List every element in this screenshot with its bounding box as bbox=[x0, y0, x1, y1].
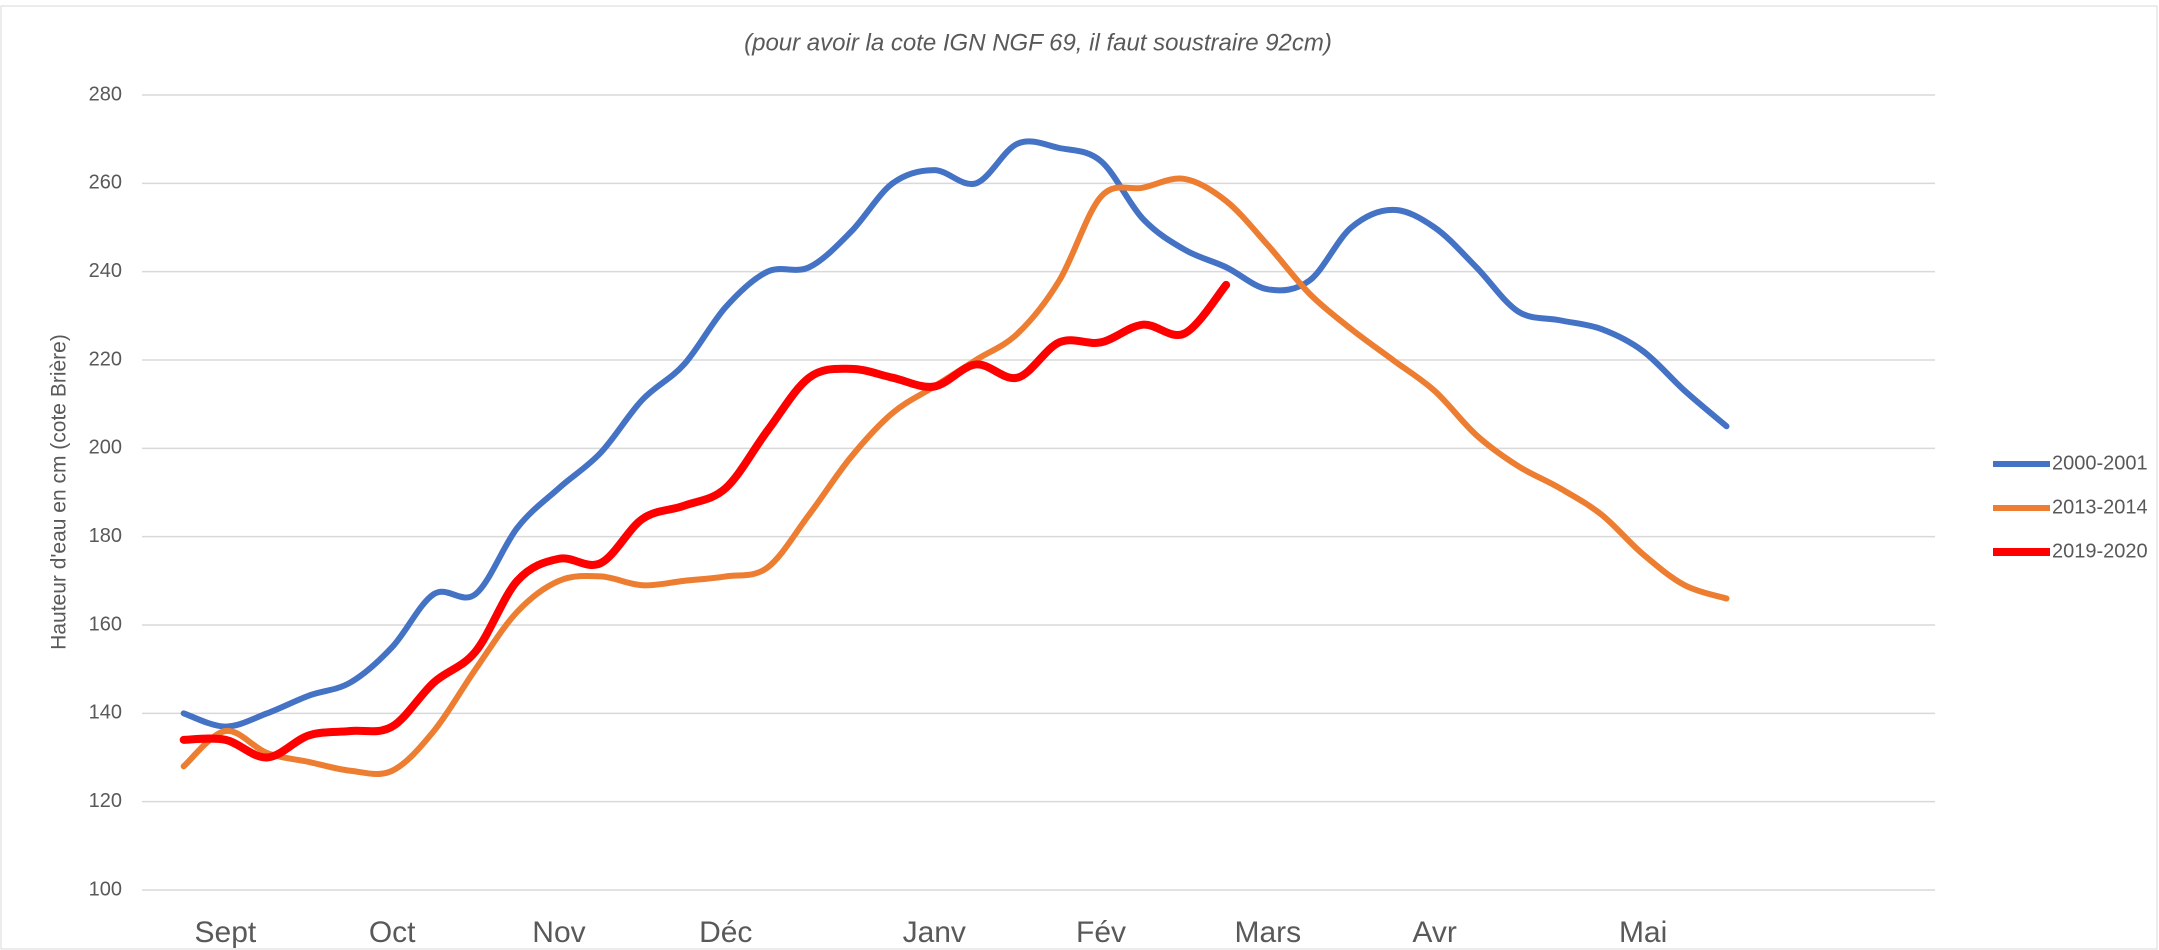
y-tick-label: 160 bbox=[89, 613, 122, 635]
y-tick-label: 280 bbox=[89, 83, 122, 105]
legend-label: 2013-2014 bbox=[2052, 496, 2148, 518]
data-line bbox=[180, 138, 1730, 730]
x-tick-label: Avr bbox=[1412, 916, 1456, 949]
x-tick-label: Janv bbox=[903, 916, 966, 949]
y-tick-label: 240 bbox=[89, 260, 122, 282]
chart-subtitle: (pour avoir la cote IGN NGF 69, il faut … bbox=[744, 29, 1332, 56]
x-tick-label: Mai bbox=[1619, 916, 1667, 949]
y-tick-label: 180 bbox=[89, 525, 122, 547]
chart-border bbox=[0, 5, 2158, 950]
x-tick-label: Mars bbox=[1235, 916, 1302, 949]
x-tick-label: Oct bbox=[369, 916, 416, 949]
y-tick-label: 140 bbox=[89, 702, 122, 724]
x-tick-label: Déc bbox=[699, 916, 752, 949]
legend-label: 2000-2001 bbox=[2052, 452, 2148, 474]
x-tick-label: Nov bbox=[532, 916, 585, 949]
y-tick-label: 120 bbox=[89, 790, 122, 812]
x-tick-label: Fév bbox=[1076, 916, 1126, 949]
y-tick-label: 100 bbox=[89, 878, 122, 900]
y-tick-label: 220 bbox=[89, 348, 122, 370]
y-tick-label: 200 bbox=[89, 437, 122, 459]
x-tick-label: Sept bbox=[195, 916, 257, 949]
y-tick-label: 260 bbox=[89, 172, 122, 194]
y-axis-label: Hauteur d'eau en cm (cote Brière) bbox=[48, 334, 71, 650]
data-line bbox=[179, 280, 1231, 762]
legend-label: 2019-2020 bbox=[2052, 540, 2148, 562]
